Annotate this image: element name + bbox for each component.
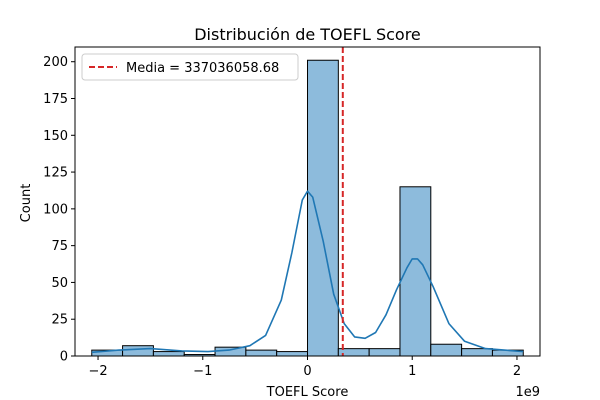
kde-curve xyxy=(91,190,524,354)
y-tick-label: 150 xyxy=(43,129,68,144)
legend: Media = 337036058.68 xyxy=(81,53,299,81)
plot-area xyxy=(91,47,524,357)
y-tick-label: 50 xyxy=(51,276,68,291)
chart-title: Distribución de TOEFL Score xyxy=(194,25,421,44)
y-tick-label: 125 xyxy=(43,166,68,181)
x-axis-label: TOEFL Score xyxy=(266,385,349,400)
legend-box xyxy=(81,53,299,81)
x-tick-label: −1 xyxy=(193,364,212,379)
histogram-bar xyxy=(152,351,185,357)
x-axis-offset-label: 1e9 xyxy=(515,385,540,400)
y-tick-label: 25 xyxy=(51,313,68,328)
histogram-bar xyxy=(461,348,493,357)
y-tick-label: 175 xyxy=(43,92,68,107)
y-tick-label: 100 xyxy=(43,202,68,217)
y-tick-label: 0 xyxy=(60,350,68,365)
x-tick-label: 2 xyxy=(513,364,521,379)
histogram-bar xyxy=(368,348,401,357)
axes: −2 −1 0 1 2 0 25 50 75 100 125 150 175 200 xyxy=(43,46,541,379)
histogram-bar xyxy=(122,345,154,357)
y-tick-label: 75 xyxy=(51,239,68,254)
x-tick-label: 0 xyxy=(303,364,311,379)
y-tick-label: 200 xyxy=(43,55,68,70)
x-tick-label: −2 xyxy=(88,364,107,379)
y-axis-label: Count xyxy=(19,184,34,223)
histogram-bar xyxy=(214,346,247,357)
x-tick-label: 1 xyxy=(408,364,416,379)
histogram-bar xyxy=(245,349,278,357)
histogram-bar xyxy=(307,59,339,357)
legend-label-mean: Media = 337036058.68 xyxy=(126,61,279,76)
histogram-bar xyxy=(430,343,463,357)
histogram-bar xyxy=(276,351,309,357)
